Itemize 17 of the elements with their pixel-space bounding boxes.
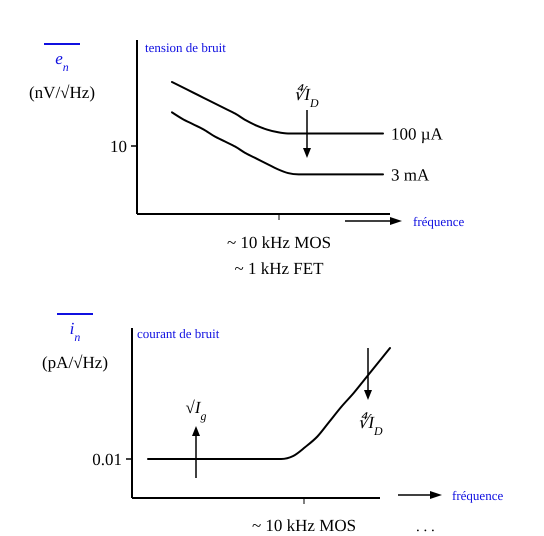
annotation: √I$_{g}$ [186,398,207,423]
series-label: 3 mA [391,165,430,184]
annotation: ∜I$_{D}$ [293,84,320,110]
series-label: 100 µA [391,124,444,144]
annotation: ∜I$_{D}$ [357,412,384,438]
text: ~ 10 kHz MOS [226,233,332,252]
text: 10 [110,137,127,156]
text: courant de bruit [137,326,220,341]
text: tension de bruit [145,40,226,55]
x-axis-title: fréquence [413,214,464,229]
text: . . . [416,519,435,535]
y-axis-title: e$_{n}$ (nV/√Hz) [29,49,95,102]
text: ~ 1 kHz FET [234,259,324,278]
y-axis-title: i$_{n}$ (pA/√Hz) [42,319,108,372]
text: ~ 10 kHz MOS [252,516,356,535]
text: 0.01 [92,450,122,469]
x-axis-title: fréquence [452,488,504,503]
